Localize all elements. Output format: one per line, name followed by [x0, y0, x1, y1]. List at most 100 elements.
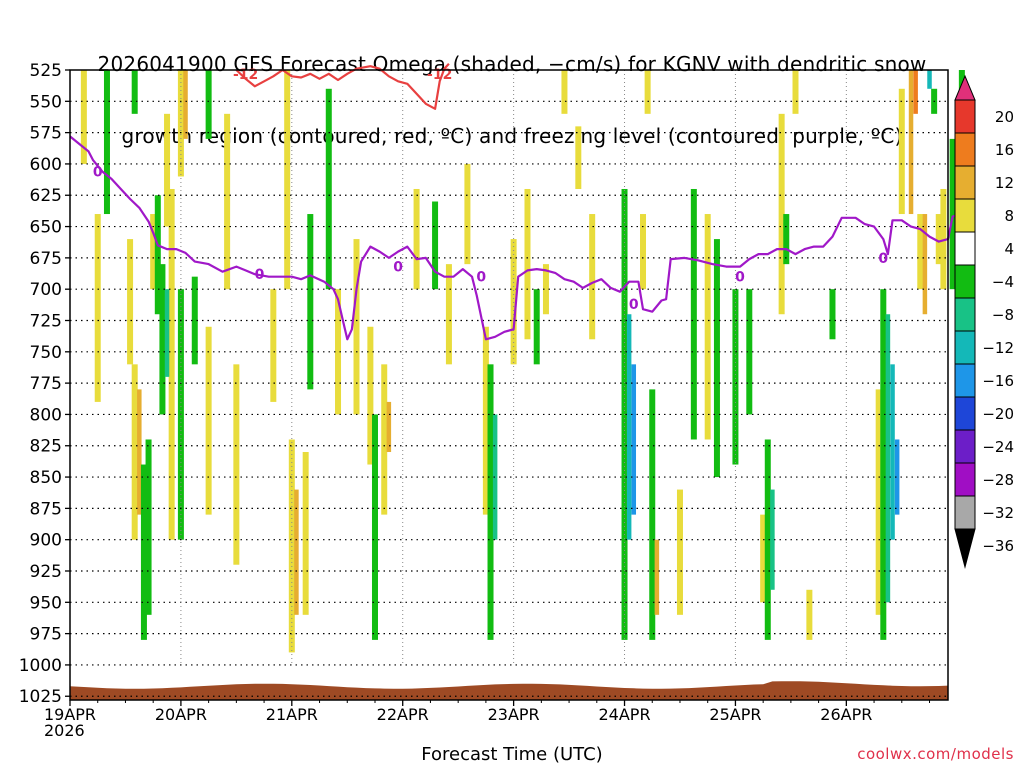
colorbar-label: −20 — [982, 405, 1014, 423]
title-line-1: 2026041900 GFS Forecast Omega (shaded, −… — [97, 52, 927, 76]
omega-cell — [510, 239, 517, 365]
omega-cell — [381, 364, 388, 515]
y-tick-label: 600 — [30, 155, 62, 175]
x-tick-label: 25APR — [709, 705, 761, 724]
colorbar-label: −8 — [992, 306, 1014, 324]
x-tick-label: 26APR — [820, 705, 872, 724]
x-tick-label: 23APR — [488, 705, 540, 724]
omega-cell — [917, 214, 924, 290]
omega-cell — [561, 70, 568, 114]
colorbar-label: −24 — [982, 438, 1014, 456]
x-tick-label: 22APR — [377, 705, 429, 724]
colorbar-label: 4 — [1004, 240, 1014, 258]
contour-lines: 0 0 0 0 0 0 0 -12 -12 — [69, 62, 963, 341]
colorbar: 20 16 12 8 4 −4 −8 −12 −16 −20 −24 −28 −32 −36 — [954, 74, 1014, 569]
ground-surface — [70, 681, 948, 700]
omega-cell — [154, 195, 161, 315]
omega-cell — [492, 414, 498, 540]
omega-cell — [137, 389, 142, 515]
colorbar-segment — [954, 297, 976, 332]
axes: 525 550 575 600 625 650 675 700 725 750 775 800 825 8… — [19, 61, 949, 724]
freezing-level-label: 0 — [93, 164, 103, 180]
omega-cell — [792, 70, 799, 114]
omega-shading — [80, 70, 965, 653]
y-tick-label: 850 — [30, 468, 62, 488]
y-tick-label: 575 — [30, 124, 62, 144]
omega-cell — [875, 389, 882, 615]
omega-cell — [164, 113, 171, 227]
omega-cell — [140, 464, 147, 640]
omega-cell — [654, 539, 660, 615]
omega-cell — [131, 364, 138, 540]
omega-cell — [885, 314, 891, 603]
y-tick-label: 525 — [30, 61, 62, 81]
colorbar-label: −4 — [992, 273, 1014, 291]
colorbar-segment — [954, 132, 976, 167]
omega-cell — [288, 439, 295, 653]
omega-cell — [205, 70, 212, 139]
omega-cell — [482, 326, 489, 515]
colorbar-segment — [954, 198, 976, 233]
omega-cell — [713, 239, 720, 478]
omega-cell — [353, 239, 360, 415]
omega-cell — [371, 414, 378, 640]
omega-cell — [445, 264, 452, 365]
y-tick-label: 625 — [30, 186, 62, 206]
omega-cell — [644, 70, 651, 114]
x-tick-label: 21APR — [266, 705, 318, 724]
freezing-level-label: 0 — [476, 270, 486, 286]
freezing-level-label: 0 — [255, 267, 265, 283]
y-tick-label: 700 — [30, 280, 62, 300]
freezing-level-label: 0 — [735, 270, 745, 286]
y-tick-label: 550 — [30, 92, 62, 112]
omega-cell — [307, 214, 314, 390]
colorbar-label: −28 — [982, 471, 1014, 489]
omega-cell — [164, 289, 170, 377]
omega-cell — [233, 364, 240, 565]
y-tick-label: 975 — [30, 625, 62, 645]
omega-cell — [676, 489, 683, 615]
x-tick-label: 24APR — [598, 705, 650, 724]
omega-cell — [746, 289, 753, 415]
omega-cell — [704, 214, 711, 440]
omega-cell — [631, 364, 637, 515]
y-tick-label: 1025 — [19, 687, 62, 707]
omega-cell — [949, 138, 956, 290]
omega-cell — [880, 289, 887, 640]
ground-fill — [70, 681, 948, 700]
omega-cell — [732, 289, 739, 465]
freezing-level-label: 0 — [393, 260, 403, 276]
y-tick-label: 750 — [30, 343, 62, 363]
year-label: 2026 — [44, 721, 85, 740]
omega-cell — [640, 214, 647, 290]
omega-cell — [542, 264, 549, 315]
omega-cell — [284, 70, 291, 290]
omega-cell — [524, 188, 531, 340]
omega-cell — [760, 514, 767, 603]
colorbar-label: 12 — [995, 174, 1014, 192]
y-tick-label: 900 — [30, 531, 62, 551]
omega-cell — [922, 214, 928, 315]
omega-cell — [626, 314, 632, 540]
omega-cell — [770, 489, 775, 590]
omega-cell — [908, 70, 914, 215]
omega-cell — [159, 264, 166, 415]
credit-link[interactable]: coolwx.com/models — [857, 745, 1014, 763]
dgz-contour-label: -12 — [233, 67, 258, 83]
omega-cell — [806, 589, 813, 640]
colorbar-label: −32 — [982, 504, 1014, 522]
omega-cell — [386, 401, 392, 453]
omega-cell — [927, 70, 932, 89]
omega-cell — [177, 70, 184, 177]
y-tick-label: 950 — [30, 593, 62, 613]
omega-cell — [325, 88, 332, 290]
omega-cell — [367, 326, 374, 465]
x-tick-label: 19APR — [44, 705, 96, 724]
omega-cell — [94, 214, 101, 402]
colorbar-label: 8 — [1004, 207, 1014, 225]
omega-cell — [533, 289, 540, 365]
colorbar-label: −12 — [982, 339, 1014, 357]
colorbar-segment — [954, 396, 976, 431]
colorbar-segment — [954, 330, 976, 365]
y-tick-label: 875 — [30, 499, 62, 519]
